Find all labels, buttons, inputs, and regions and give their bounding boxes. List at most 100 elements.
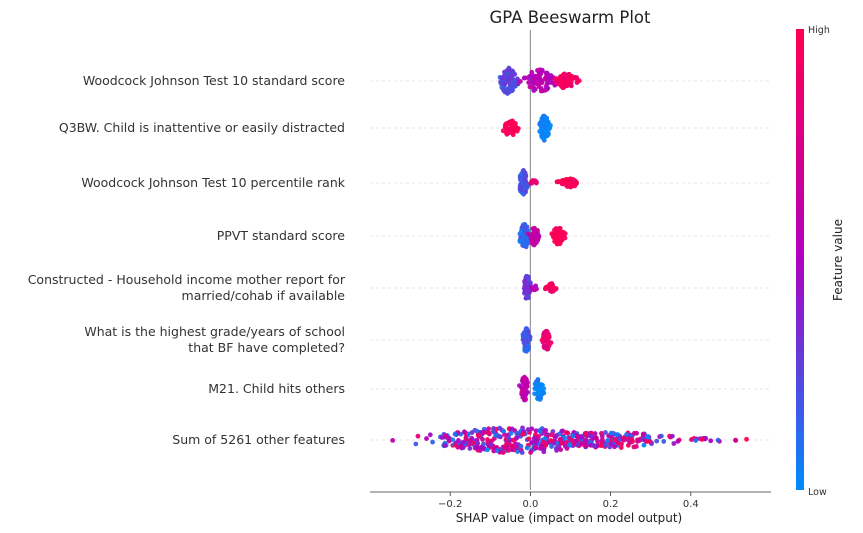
shap-point	[565, 81, 571, 87]
shap-point	[504, 131, 510, 137]
shap-point	[531, 88, 537, 93]
shap-point	[699, 436, 705, 442]
chart-title: GPA Beeswarm Plot	[490, 8, 651, 27]
shap-point	[530, 241, 535, 247]
shap-point	[522, 283, 528, 289]
shap-point	[553, 76, 559, 81]
shap-point	[474, 445, 479, 451]
shap-point	[446, 438, 452, 444]
shap-point	[536, 84, 542, 89]
shap-point	[522, 226, 528, 232]
shap-point	[542, 329, 548, 335]
shap-point	[564, 446, 570, 451]
shap-point	[541, 343, 547, 349]
shap-point	[669, 433, 675, 439]
shap-point	[556, 81, 561, 87]
shap-point	[510, 437, 516, 443]
shap-point	[527, 282, 533, 287]
shap-point	[503, 73, 509, 79]
shap-point	[510, 81, 515, 87]
shap-point	[559, 428, 565, 434]
shap-point	[510, 132, 516, 138]
shap-point	[514, 435, 520, 441]
shap-point	[560, 80, 565, 86]
shap-point	[520, 181, 526, 187]
shap-point	[557, 230, 563, 236]
feature-label: that BF have completed?	[188, 340, 345, 355]
shap-point	[536, 434, 541, 439]
shap-point	[615, 440, 621, 446]
x-tick-label: 0.2	[603, 499, 619, 510]
shap-point	[548, 432, 554, 438]
colorbar-title: Feature value	[831, 219, 845, 301]
feature-label: Woodcock Johnson Test 10 percentile rank	[81, 175, 345, 190]
shap-point	[567, 442, 573, 448]
shap-point	[644, 439, 650, 444]
shap-point	[629, 437, 635, 442]
shap-point	[522, 279, 527, 284]
shap-point	[559, 178, 565, 183]
shap-point	[459, 444, 464, 450]
shap-point	[518, 443, 524, 449]
shap-point	[509, 85, 515, 91]
shap-point	[512, 124, 517, 130]
shap-point	[485, 439, 491, 445]
shap-point	[733, 437, 738, 443]
shap-point	[618, 445, 624, 450]
shap-point	[481, 430, 487, 435]
shap-point	[544, 116, 549, 122]
shap-point	[522, 170, 527, 176]
shap-point	[612, 444, 617, 450]
shap-point	[605, 438, 610, 443]
shap-point	[533, 283, 539, 289]
shap-point	[514, 430, 520, 436]
shap-point	[545, 341, 551, 347]
shap-point	[583, 440, 589, 446]
shap-point	[599, 443, 604, 448]
shap-point	[467, 438, 473, 444]
shap-point	[522, 176, 528, 182]
shap-point	[524, 339, 529, 345]
shap-point	[491, 426, 496, 431]
shap-point	[583, 431, 588, 436]
shap-point	[523, 397, 529, 402]
shap-point	[708, 438, 714, 444]
shap-point	[552, 239, 558, 244]
shap-point	[481, 441, 486, 447]
shap-point	[544, 285, 550, 291]
shap-point	[508, 430, 514, 436]
shap-point	[536, 395, 542, 400]
shap-point	[534, 438, 539, 444]
shap-point	[523, 288, 529, 293]
shap-point	[504, 441, 510, 447]
shap-point	[506, 435, 512, 441]
shap-point	[500, 450, 506, 455]
shap-point	[527, 84, 533, 90]
shap-point	[424, 436, 429, 441]
shap-point	[543, 427, 548, 433]
shap-point	[504, 121, 510, 127]
shap-point	[413, 441, 419, 447]
row-grid-lines	[370, 80, 771, 441]
shap-point	[486, 430, 492, 436]
shap-point	[450, 437, 456, 443]
shap-point	[631, 444, 637, 450]
shap-point	[524, 445, 530, 451]
shap-point	[549, 231, 555, 237]
shap-point	[541, 449, 547, 455]
shap-point	[671, 441, 677, 446]
shap-point	[533, 428, 539, 434]
shap-point	[564, 430, 569, 435]
shap-point	[574, 75, 580, 81]
shap-point	[595, 438, 600, 444]
shap-point	[661, 439, 667, 444]
shap-point	[554, 179, 560, 185]
shap-point	[519, 385, 524, 390]
shap-point	[501, 428, 506, 434]
shap-point	[547, 76, 553, 82]
shap-point	[529, 440, 535, 446]
shap-point	[538, 88, 544, 94]
shap-point	[517, 239, 523, 244]
shap-point	[658, 433, 664, 439]
shap-point	[510, 69, 516, 74]
